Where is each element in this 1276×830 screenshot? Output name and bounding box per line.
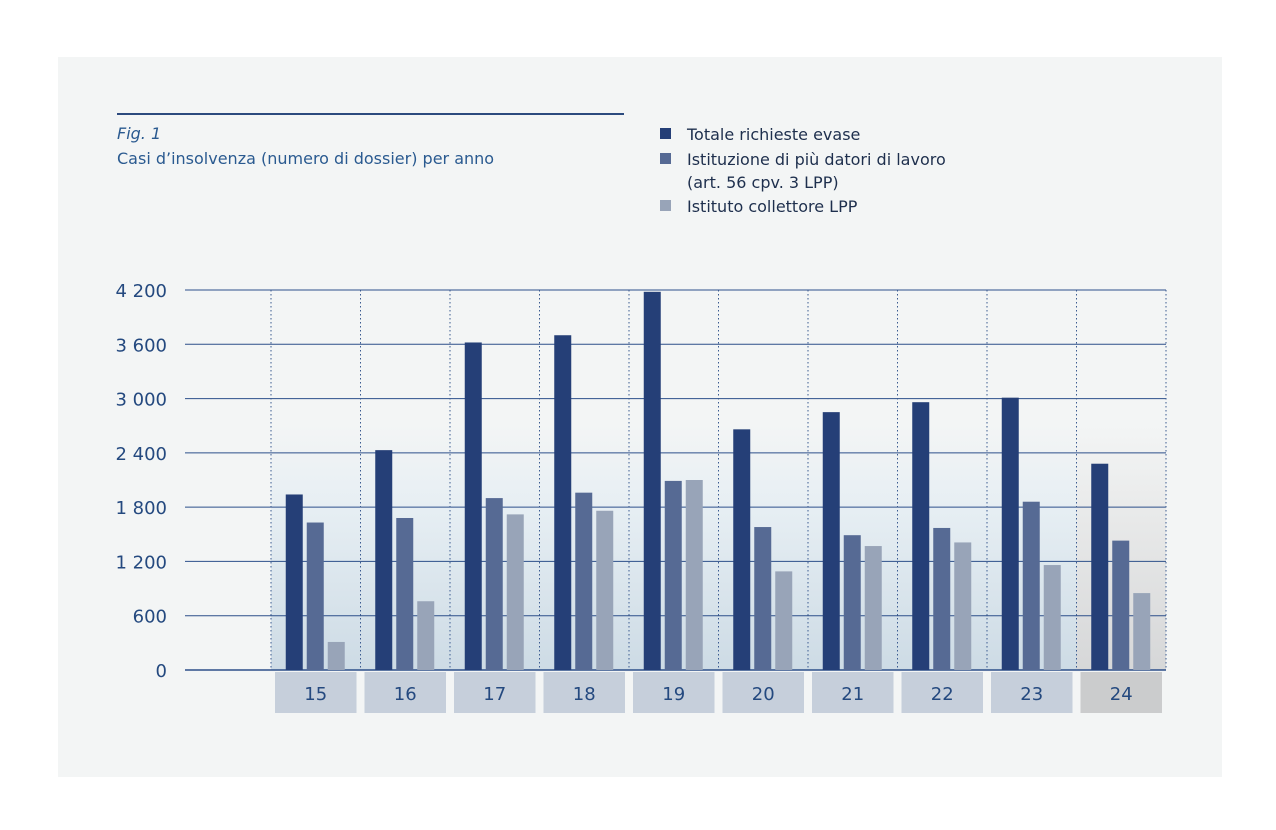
x-tick-label: 20 [752, 684, 775, 705]
x-tick-label: 22 [931, 684, 954, 705]
bar [554, 335, 572, 670]
legend-swatch [660, 128, 671, 139]
x-category-box [454, 672, 536, 713]
x-category-box [543, 672, 625, 713]
legend-swatch [660, 153, 671, 164]
x-tick-label: 23 [1020, 684, 1043, 705]
bar [1091, 463, 1109, 670]
bar [733, 429, 751, 670]
bar [485, 498, 503, 670]
x-tick-label: 17 [483, 684, 506, 705]
bar [822, 412, 840, 670]
bar [417, 601, 435, 670]
y-tick-label: 1 200 [115, 552, 167, 573]
bar [575, 492, 593, 670]
legend-swatch [660, 200, 671, 211]
x-category-box [901, 672, 983, 713]
bar [327, 641, 345, 670]
x-category-box [722, 672, 804, 713]
y-tick-label: 3 000 [115, 390, 167, 411]
x-tick-label: 21 [841, 684, 864, 705]
y-tick-label: 3 600 [115, 335, 167, 356]
bar [912, 402, 930, 670]
x-category-box [991, 672, 1073, 713]
bar [375, 450, 393, 670]
legend-label: Totale richieste evase [687, 125, 861, 144]
y-tick-label: 600 [133, 607, 167, 628]
legend-label: Istituzione di più datori di lavoro [687, 150, 946, 169]
bar [1112, 540, 1130, 670]
bar [396, 518, 414, 670]
y-tick-label: 2 400 [115, 444, 167, 465]
legend-label-line2: (art. 56 cpv. 3 LPP) [687, 173, 839, 192]
header-rule [117, 113, 624, 115]
bar [843, 535, 861, 670]
bar [1022, 501, 1040, 670]
x-tick-label: 24 [1110, 684, 1133, 705]
bar [306, 522, 324, 670]
bar [754, 527, 772, 670]
bar [864, 546, 882, 670]
x-tick-label: 19 [662, 684, 685, 705]
y-tick-label: 4 200 [115, 281, 167, 302]
bar [643, 291, 661, 670]
bar [1043, 565, 1061, 670]
x-category-box [633, 672, 715, 713]
bar [664, 480, 682, 670]
legend-label: Istituto collettore LPP [687, 197, 858, 216]
x-tick-label: 18 [573, 684, 596, 705]
bar [506, 514, 524, 670]
bar [933, 527, 951, 670]
x-tick-label: 16 [394, 684, 417, 705]
figure-label: Fig. 1 [117, 124, 162, 143]
x-category-box [812, 672, 894, 713]
y-tick-label: 0 [156, 661, 167, 682]
x-category-box [275, 672, 357, 713]
x-category-box [1080, 672, 1162, 713]
bar [775, 571, 793, 670]
x-tick-label: 15 [304, 684, 327, 705]
chart-title: Casi d’insolvenza (numero di dossier) pe… [117, 149, 495, 168]
bar [285, 494, 303, 670]
bar [954, 542, 972, 670]
bar [685, 480, 703, 670]
y-tick-label: 1 800 [115, 498, 167, 519]
bar [596, 510, 614, 670]
x-category-box [364, 672, 446, 713]
bar [1133, 593, 1151, 670]
bar [464, 342, 482, 670]
bar [1001, 397, 1019, 670]
